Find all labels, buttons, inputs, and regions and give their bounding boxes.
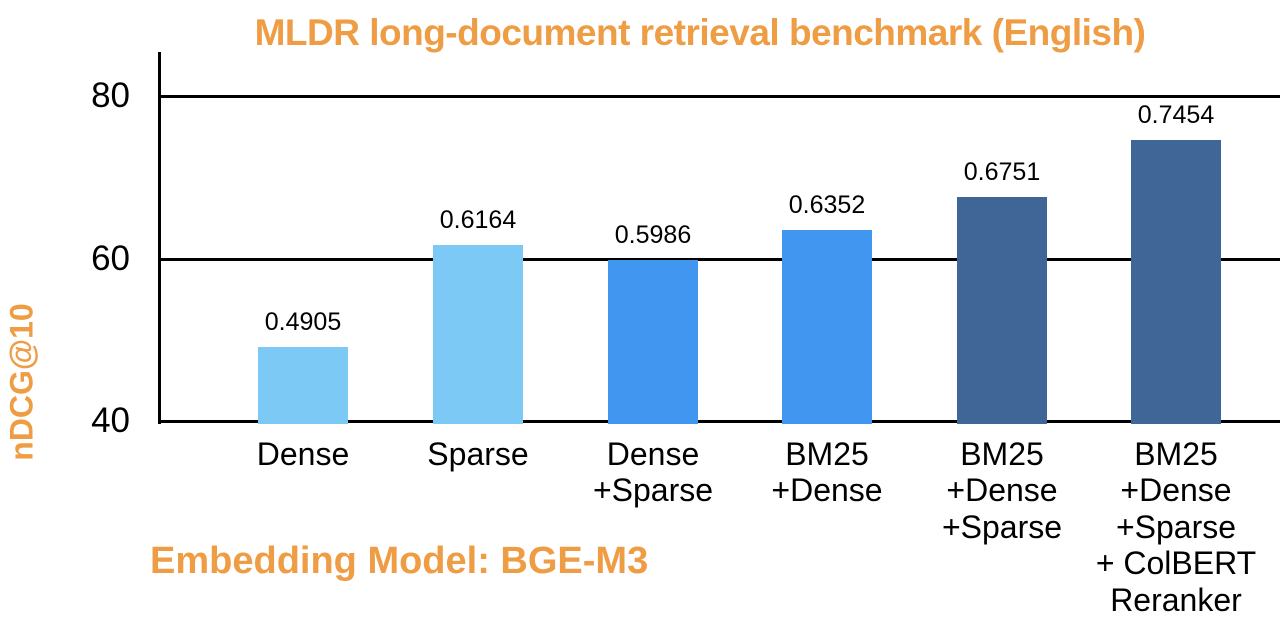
y-axis-line: [158, 52, 161, 424]
bar-1: [258, 347, 348, 424]
category-label-2: Sparse: [427, 436, 529, 472]
gridline-60: [158, 258, 1280, 261]
bar-value-label-1: 0.4905: [264, 308, 342, 336]
bar-value-label-5: 0.6751: [963, 158, 1041, 186]
category-label-4: BM25 +Dense: [771, 436, 883, 509]
gridline-80: [158, 95, 1280, 98]
bar-2: [433, 245, 523, 424]
bar-value-label-6: 0.7454: [1137, 101, 1215, 129]
bar-value-label-4: 0.6352: [788, 191, 866, 219]
ytick-label-80: 80: [91, 76, 130, 115]
category-label-5: BM25 +Dense +Sparse: [941, 436, 1063, 545]
ytick-label-60: 60: [91, 239, 130, 278]
bar-value-label-2: 0.6164: [439, 206, 517, 234]
bar-4: [782, 230, 872, 424]
category-label-6: BM25 +Dense +Sparse + ColBERT Reranker: [1095, 436, 1257, 618]
ytick-label-40: 40: [91, 401, 130, 440]
gridline-40: [158, 420, 1280, 423]
bar-5: [957, 197, 1047, 424]
bar-3: [608, 260, 698, 424]
bar-value-label-3: 0.5986: [614, 221, 692, 249]
category-label-3: Dense +Sparse: [592, 436, 714, 509]
chart-title: MLDR long-document retrieval benchmark (…: [254, 12, 1146, 53]
embedding-model-note: Embedding Model: BGE-M3: [150, 540, 649, 582]
bar-6: [1131, 140, 1221, 424]
category-label-1: Dense: [256, 436, 350, 472]
